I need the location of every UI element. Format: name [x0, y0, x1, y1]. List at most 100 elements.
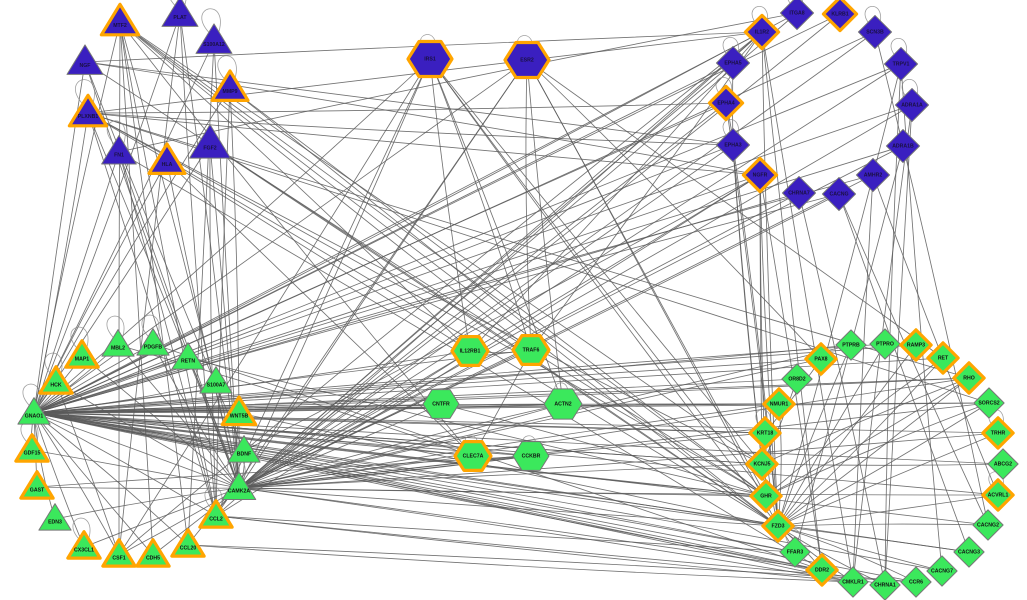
node-shape-triangle[interactable]	[64, 339, 100, 369]
node-shape-diamond[interactable]	[779, 0, 815, 31]
graph-node[interactable]: CCL2	[198, 499, 234, 529]
node-shape-diamond[interactable]	[926, 555, 958, 587]
node-shape-triangle[interactable]	[14, 433, 50, 463]
node-shape-triangle[interactable]	[227, 435, 261, 463]
node-shape-triangle[interactable]	[99, 2, 141, 37]
node-shape-diamond[interactable]	[869, 569, 901, 600]
node-shape-triangle[interactable]	[66, 530, 102, 560]
node-shape-hexagon[interactable]	[406, 39, 454, 79]
node-shape-diamond[interactable]	[748, 416, 782, 450]
graph-node[interactable]: TRAF6	[511, 334, 551, 366]
node-shape-hexagon[interactable]	[511, 334, 551, 366]
node-shape-diamond[interactable]	[761, 509, 795, 543]
node-shape-triangle[interactable]	[66, 44, 104, 75]
graph-node[interactable]: CDH5	[135, 538, 171, 568]
node-shape-triangle[interactable]	[67, 93, 109, 128]
node-shape-triangle[interactable]	[136, 328, 170, 356]
node-shape-triangle[interactable]	[189, 124, 231, 159]
graph-node[interactable]: PLAT	[161, 0, 199, 27]
graph-node[interactable]: ADRA1B	[885, 128, 921, 164]
node-shape-hexagon[interactable]	[503, 40, 551, 80]
node-shape-hexagon[interactable]	[512, 441, 550, 471]
node-shape-diamond[interactable]	[715, 127, 751, 163]
node-shape-triangle[interactable]	[101, 329, 135, 357]
graph-node[interactable]: TRPV1	[883, 46, 919, 82]
node-shape-diamond[interactable]	[972, 509, 1004, 541]
graph-node[interactable]: ABCG2	[987, 448, 1019, 480]
node-shape-triangle[interactable]	[220, 395, 258, 427]
node-shape-diamond[interactable]	[894, 87, 930, 123]
graph-node[interactable]: MBL2	[101, 329, 135, 357]
node-shape-triangle[interactable]	[195, 23, 233, 54]
node-shape-diamond[interactable]	[900, 566, 932, 598]
node-shape-diamond[interactable]	[883, 46, 919, 82]
node-shape-diamond[interactable]	[952, 361, 986, 395]
node-shape-diamond[interactable]	[855, 157, 891, 193]
graph-node[interactable]: KLRB1	[821, 0, 859, 33]
graph-node[interactable]: RHO	[952, 361, 986, 395]
node-shape-hexagon[interactable]	[422, 389, 460, 419]
graph-node[interactable]: RET	[926, 341, 960, 375]
node-shape-triangle[interactable]	[38, 365, 74, 395]
graph-node[interactable]: ADRA1A	[894, 87, 930, 123]
node-shape-hexagon[interactable]	[450, 335, 490, 367]
graph-node[interactable]: NMUR1	[762, 387, 796, 421]
node-shape-triangle[interactable]	[221, 471, 257, 501]
graph-node[interactable]: IRS1	[406, 39, 454, 79]
node-shape-diamond[interactable]	[781, 363, 813, 395]
node-shape-diamond[interactable]	[715, 45, 751, 81]
graph-node[interactable]: CNTFR	[422, 389, 460, 419]
node-shape-hexagon[interactable]	[543, 388, 583, 420]
node-shape-triangle[interactable]	[161, 0, 199, 27]
node-shape-diamond[interactable]	[869, 328, 901, 360]
node-shape-diamond[interactable]	[821, 176, 857, 212]
graph-node[interactable]: CCL20	[170, 528, 206, 558]
node-shape-hexagon[interactable]	[453, 440, 493, 472]
node-shape-diamond[interactable]	[781, 175, 817, 211]
node-shape-diamond[interactable]	[835, 329, 867, 361]
graph-node[interactable]: OR8D2	[781, 363, 813, 395]
graph-node[interactable]: CLEC7A	[453, 440, 493, 472]
node-shape-diamond[interactable]	[981, 478, 1015, 512]
node-shape-diamond[interactable]	[885, 128, 921, 164]
node-shape-diamond[interactable]	[987, 448, 1019, 480]
node-shape-diamond[interactable]	[899, 328, 933, 362]
graph-node[interactable]: CMKLR1	[837, 566, 869, 598]
node-shape-diamond[interactable]	[779, 536, 811, 568]
graph-node[interactable]: CCR6	[900, 566, 932, 598]
graph-node[interactable]: GDF15	[14, 433, 50, 463]
graph-node[interactable]: CACNG7	[926, 555, 958, 587]
graph-node[interactable]: MAP1	[64, 339, 100, 369]
node-shape-triangle[interactable]	[101, 135, 137, 165]
graph-node[interactable]: CX3CL1	[66, 530, 102, 560]
node-shape-diamond[interactable]	[857, 14, 893, 50]
node-shape-diamond[interactable]	[926, 341, 960, 375]
graph-node[interactable]: PAX8	[804, 342, 838, 376]
graph-node[interactable]: MTF2	[99, 2, 141, 37]
graph-node[interactable]: CSF1	[101, 538, 137, 568]
node-shape-triangle[interactable]	[170, 528, 206, 558]
node-shape-diamond[interactable]	[762, 387, 796, 421]
node-shape-triangle[interactable]	[38, 503, 72, 531]
node-shape-diamond[interactable]	[953, 536, 985, 568]
node-shape-diamond[interactable]	[981, 416, 1015, 450]
node-shape-triangle[interactable]	[210, 69, 250, 102]
node-shape-diamond[interactable]	[707, 84, 745, 122]
node-shape-diamond[interactable]	[745, 447, 779, 481]
node-shape-diamond[interactable]	[743, 13, 781, 51]
node-shape-triangle[interactable]	[101, 538, 137, 568]
node-shape-triangle[interactable]	[19, 470, 55, 500]
node-shape-diamond[interactable]	[973, 387, 1005, 419]
graph-node[interactable]: SCN3B	[857, 14, 893, 50]
graph-node[interactable]: SORCS2	[973, 387, 1005, 419]
graph-node[interactable]: IL1R2	[743, 13, 781, 51]
graph-node[interactable]: TRHR	[981, 416, 1015, 450]
graph-node[interactable]: ITGA8	[779, 0, 815, 31]
graph-node[interactable]: S100A12	[195, 23, 233, 54]
graph-node[interactable]: CACNG	[821, 176, 857, 212]
graph-node[interactable]: ESR2	[503, 40, 551, 80]
graph-node[interactable]: EPHA3	[715, 127, 751, 163]
node-shape-diamond[interactable]	[741, 156, 779, 194]
